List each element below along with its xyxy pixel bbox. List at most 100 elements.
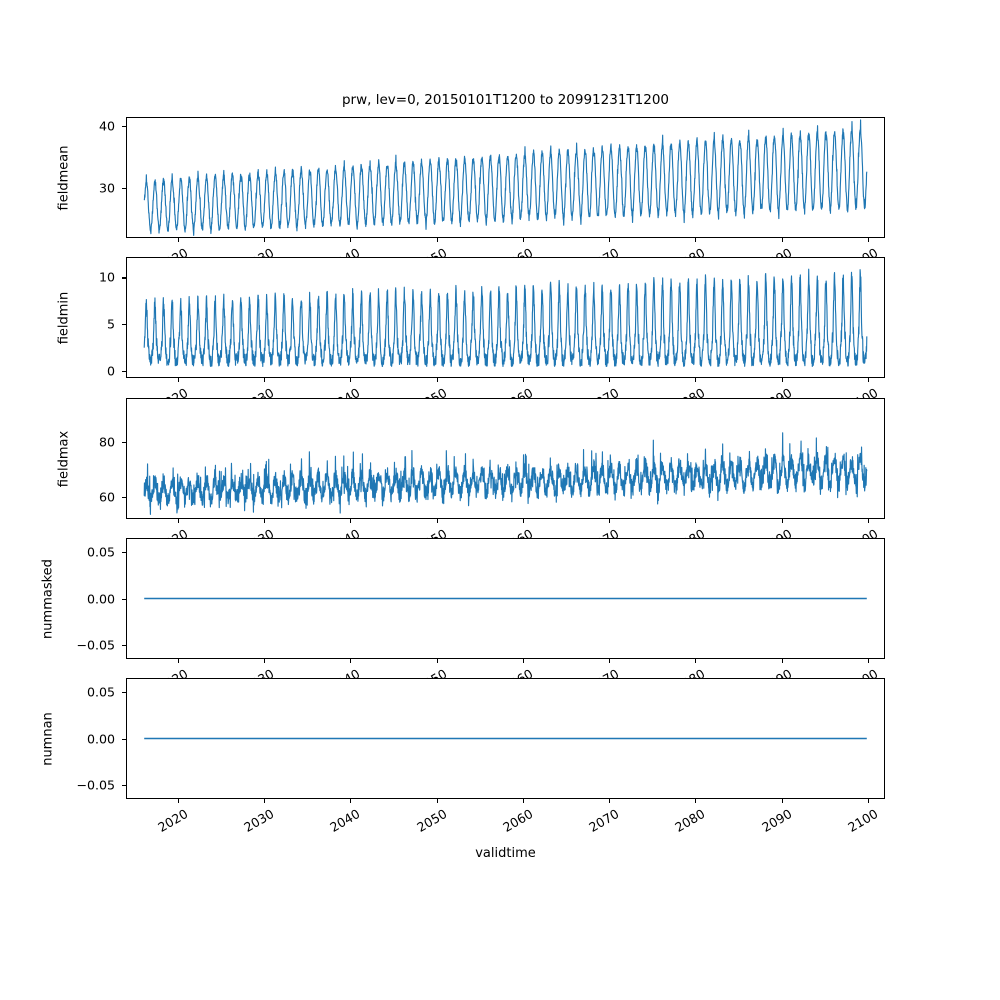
y-tick-label: −0.05 — [76, 637, 115, 653]
x-tick-mark — [781, 519, 783, 524]
x-tick-label: 2090 — [759, 385, 794, 398]
x-tick-mark — [436, 659, 438, 664]
x-tick-label: 2070 — [586, 806, 622, 836]
y-tick-mark — [121, 324, 126, 326]
x-tick-mark — [522, 799, 524, 804]
y-tick-mark — [121, 188, 126, 190]
y-tick-label: 10 — [98, 269, 115, 285]
x-tick-label: 2060 — [499, 806, 536, 836]
x-tick-label: 2100 — [844, 806, 881, 836]
x-tick-mark — [781, 378, 783, 383]
y-axis-label-fieldmin: fieldmin — [56, 291, 72, 344]
x-tick-mark — [177, 659, 179, 664]
x-tick-mark — [436, 799, 438, 804]
x-tick-mark — [264, 238, 266, 243]
y-tick-mark — [121, 551, 126, 554]
x-tick-mark — [867, 238, 869, 243]
subplot-numnan — [126, 678, 885, 799]
figure-title: prw, lev=0, 20150101T1200 to 20991231T12… — [341, 92, 670, 108]
x-tick-mark — [264, 659, 266, 664]
y-axis-label-fieldmax: fieldmax — [56, 430, 72, 487]
x-tick-label: 2100 — [845, 385, 880, 398]
x-tick-mark — [609, 799, 611, 804]
x-tick-mark — [609, 659, 611, 664]
x-tick-label: 2080 — [672, 806, 708, 836]
y-axis-label-numnan: numnan — [40, 711, 56, 766]
plot-area-numnan — [127, 679, 884, 798]
x-tick-label: 2040 — [327, 806, 363, 836]
x-tick-label: 2020 — [155, 385, 190, 398]
x-tick-mark — [522, 659, 524, 664]
y-tick-label: 80 — [98, 434, 115, 450]
x-tick-mark — [867, 378, 869, 383]
y-axis-label-nummasked: nummasked — [40, 558, 56, 639]
x-tick-label: 2060 — [500, 385, 535, 398]
y-tick-label: 0.00 — [86, 591, 115, 606]
x-tick-mark — [867, 519, 869, 524]
y-tick-label: 0.05 — [86, 544, 115, 560]
x-tick-mark — [436, 519, 438, 524]
x-tick-mark — [177, 238, 179, 243]
y-tick-label: −0.05 — [76, 777, 115, 793]
x-tick-mark — [177, 378, 179, 383]
y-tick-mark — [121, 645, 126, 647]
x-tick-row-fieldmin: 2020 2030 2040 2050 2060 2070 2080 2090 2100 — [0, 378, 1000, 398]
y-axis-label-fieldmean: fieldmean — [56, 145, 72, 210]
y-tick-label: 0 — [106, 363, 115, 379]
data-line-fieldmax — [144, 433, 867, 515]
x-tick-label: 2020 — [154, 806, 191, 836]
y-tick-label: 0.00 — [86, 731, 115, 746]
x-tick-mark — [522, 519, 524, 524]
x-tick-label: 2030 — [241, 385, 276, 398]
x-tick-mark — [867, 659, 869, 664]
plot-area-fieldmax — [127, 399, 884, 518]
y-tick-mark — [121, 277, 126, 279]
x-tick-label: 2040 — [327, 385, 362, 398]
y-tick-label: 0.05 — [86, 684, 115, 700]
y-tick-mark — [121, 497, 126, 499]
x-tick-mark — [609, 519, 611, 524]
x-tick-mark — [695, 378, 697, 383]
subplot-fieldmax — [126, 398, 885, 519]
plot-area-fieldmin — [127, 258, 884, 377]
x-tick-mark — [350, 238, 352, 243]
x-tick-mark — [177, 519, 179, 524]
x-tick-mark — [522, 238, 524, 243]
y-tick-mark — [121, 785, 126, 787]
x-tick-mark — [695, 238, 697, 243]
y-tick-label: 40 — [98, 118, 115, 134]
x-tick-mark — [264, 378, 266, 383]
x-tick-label: 2050 — [414, 385, 449, 398]
subplot-nummasked — [126, 538, 885, 659]
y-tick-label: 30 — [98, 180, 115, 196]
x-tick-mark — [436, 378, 438, 383]
x-tick-mark — [695, 519, 697, 524]
x-tick-label: 2050 — [413, 806, 449, 836]
plot-area-fieldmean — [127, 118, 884, 237]
data-line-fieldmin — [144, 269, 867, 366]
y-tick-mark — [121, 598, 126, 600]
subplot-fieldmean — [126, 117, 885, 238]
x-tick-mark — [695, 799, 697, 804]
data-line-fieldmean — [144, 120, 867, 235]
x-tick-label: 2070 — [586, 385, 621, 398]
x-tick-mark — [264, 519, 266, 524]
y-tick-mark — [121, 691, 126, 694]
x-tick-mark — [522, 378, 524, 383]
x-tick-label: 2090 — [758, 806, 794, 836]
x-tick-label: 2080 — [672, 385, 707, 398]
x-tick-mark — [436, 238, 438, 243]
x-tick-mark — [781, 238, 783, 243]
subplot-fieldmin — [126, 257, 885, 378]
x-tick-label: 2030 — [241, 806, 277, 836]
x-tick-mark — [781, 799, 783, 804]
x-tick-mark — [609, 238, 611, 243]
x-tick-mark — [695, 659, 697, 664]
x-tick-mark — [867, 799, 869, 804]
x-tick-mark — [350, 659, 352, 664]
x-axis-label: validtime — [475, 846, 536, 861]
